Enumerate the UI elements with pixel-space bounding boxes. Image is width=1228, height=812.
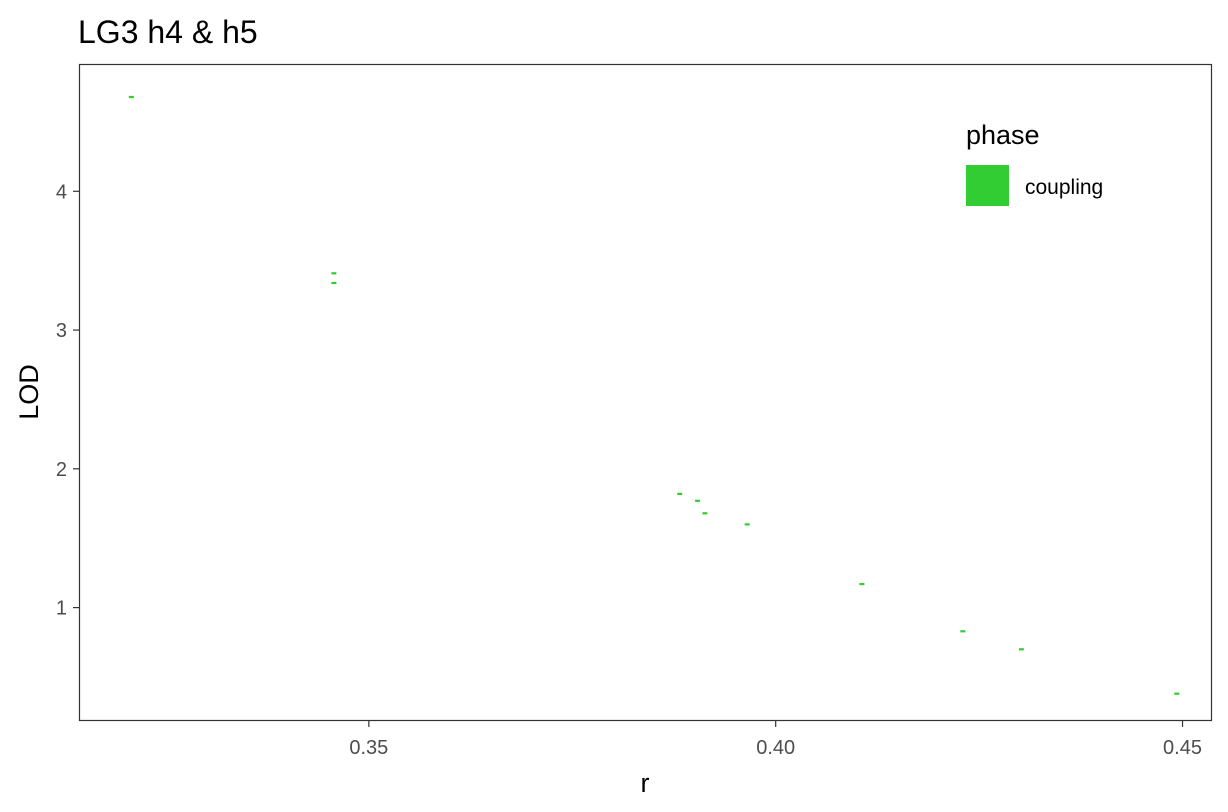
data-point-6 (702, 512, 708, 515)
data-points (128, 95, 1180, 695)
data-point-11 (1174, 692, 1180, 695)
legend-key-coupling (966, 165, 1009, 206)
data-point-8 (859, 583, 865, 586)
data-point-9 (960, 630, 966, 633)
y-axis: 1 2 3 4 (56, 181, 80, 620)
legend-title: phase (966, 120, 1040, 150)
y-tick-label: 4 (56, 181, 67, 203)
data-point-4 (677, 492, 683, 495)
y-axis-title: LOD (14, 364, 44, 420)
y-tick-label: 2 (56, 459, 67, 481)
data-point-3 (331, 281, 337, 285)
plot-panel (78, 63, 1213, 722)
x-axis-title: r (641, 768, 650, 798)
x-tick-label: 0.45 (1163, 737, 1202, 759)
data-point-2 (331, 272, 337, 275)
y-tick-label: 1 (56, 598, 67, 620)
x-axis: 0.35 0.40 0.45 (349, 720, 1202, 759)
x-tick-label: 0.40 (756, 737, 795, 759)
data-point-10 (1018, 648, 1024, 651)
legend: phase coupling (966, 120, 1103, 206)
legend-label-coupling: coupling (1025, 176, 1103, 199)
x-tick-label: 0.35 (349, 737, 388, 759)
data-point-5 (695, 499, 701, 502)
data-point-1 (128, 95, 134, 99)
data-point-7 (744, 523, 750, 526)
chart-title: LG3 h4 & h5 (78, 14, 258, 50)
y-tick-label: 3 (56, 320, 67, 342)
